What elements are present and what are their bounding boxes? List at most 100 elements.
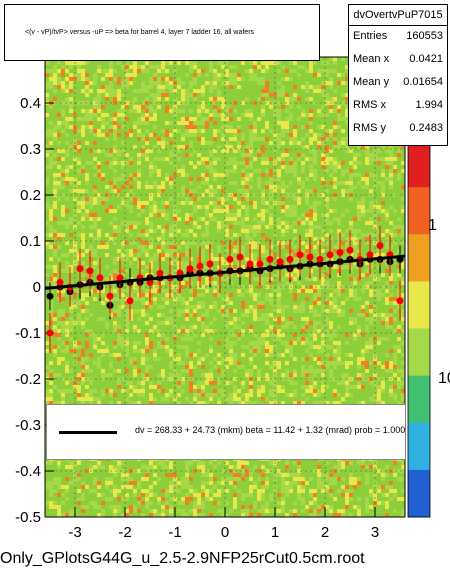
heatmap-cell [113,93,117,97]
heatmap-cell [293,381,297,385]
heatmap-cell [213,273,217,277]
heatmap-cell [241,293,245,297]
data-point-red [256,260,264,268]
heatmap-cell [293,461,297,465]
heatmap-cell [257,497,261,501]
heatmap-cell [169,233,173,237]
heatmap-cell [49,229,53,233]
heatmap-cell [217,249,221,253]
heatmap-cell [309,85,313,89]
heatmap-cell [77,157,81,161]
heatmap-cell [149,237,153,241]
heatmap-cell [261,233,265,237]
heatmap-cell [101,177,105,181]
heatmap-cell [113,261,117,265]
heatmap-cell [277,93,281,97]
heatmap-cell [321,61,325,65]
heatmap-cell [281,121,285,125]
heatmap-cell [197,401,201,405]
heatmap-cell [285,269,289,273]
heatmap-cell [269,173,273,177]
heatmap-cell [357,401,361,405]
heatmap-cell [257,65,261,69]
heatmap-cell [101,349,105,353]
heatmap-cell [373,153,377,157]
heatmap-cell [297,257,301,261]
heatmap-cell [57,85,61,89]
heatmap-cell [177,401,181,405]
heatmap-cell [277,353,281,357]
heatmap-cell [277,385,281,389]
heatmap-cell [81,349,85,353]
heatmap-cell [293,129,297,133]
heatmap-cell [165,109,169,113]
data-point-red [296,251,304,259]
heatmap-cell [137,233,141,237]
heatmap-cell [301,161,305,165]
heatmap-cell [277,177,281,181]
heatmap-cell [389,309,393,313]
heatmap-cell [353,505,357,509]
heatmap-cell [73,129,77,133]
heatmap-cell [217,265,221,269]
heatmap-cell [61,149,65,153]
heatmap-cell [197,161,201,165]
heatmap-cell [145,373,149,377]
heatmap-cell [57,333,61,337]
heatmap-cell [201,89,205,93]
heatmap-cell [149,213,153,217]
heatmap-cell [349,225,353,229]
heatmap-cell [301,65,305,69]
heatmap-cell [341,169,345,173]
heatmap-cell [261,81,265,85]
heatmap-cell [61,129,65,133]
heatmap-cell [305,113,309,117]
heatmap-cell [93,465,97,469]
heatmap-cell [401,293,405,297]
heatmap-cell [105,233,109,237]
heatmap-cell [389,349,393,353]
heatmap-cell [309,341,313,345]
heatmap-cell [281,77,285,81]
heatmap-cell [337,161,341,165]
heatmap-cell [273,113,277,117]
heatmap-cell [105,85,109,89]
heatmap-cell [69,85,73,89]
heatmap-cell [157,245,161,249]
heatmap-cell [141,121,145,125]
heatmap-cell [125,65,129,69]
heatmap-cell [245,149,249,153]
heatmap-cell [85,141,89,145]
heatmap-cell [249,253,253,257]
heatmap-cell [385,281,389,285]
heatmap-cell [337,165,341,169]
heatmap-cell [157,193,161,197]
heatmap-cell [309,97,313,101]
heatmap-cell [293,165,297,169]
data-point-red [306,253,314,261]
heatmap-cell [69,337,73,341]
heatmap-cell [313,237,317,241]
heatmap-cell [349,185,353,189]
heatmap-cell [397,153,401,157]
heatmap-cell [297,153,301,157]
heatmap-cell [161,373,165,377]
heatmap-cell [157,105,161,109]
heatmap-cell [321,365,325,369]
heatmap-cell [165,77,169,81]
heatmap-cell [65,117,69,121]
heatmap-cell [201,469,205,473]
y-tick-label: -0.3 [15,417,41,434]
heatmap-cell [193,233,197,237]
heatmap-cell [65,313,69,317]
heatmap-cell [325,145,329,149]
heatmap-cell [233,221,237,225]
heatmap-cell [169,229,173,233]
heatmap-cell [133,221,137,225]
heatmap-cell [309,333,313,337]
heatmap-cell [61,325,65,329]
heatmap-cell [53,161,57,165]
heatmap-cell [201,69,205,73]
heatmap-cell [229,109,233,113]
heatmap-cell [237,361,241,365]
